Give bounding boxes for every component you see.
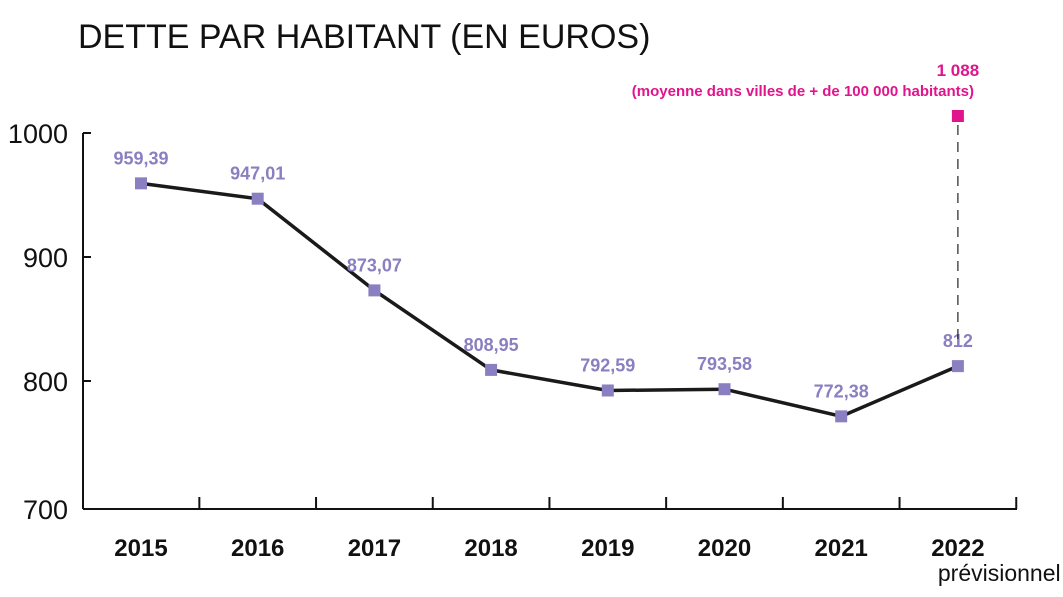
data-label-2018: 808,95	[464, 335, 519, 355]
x-tick-label-2021: 2021	[815, 535, 868, 562]
annotation-text: (moyenne dans villes de + de 100 000 hab…	[632, 83, 974, 100]
annotation-value-label: 1 088	[937, 61, 980, 80]
x-tick-label-2017: 2017	[348, 535, 401, 562]
x-tick-label-2015: 2015	[114, 535, 167, 562]
y-tick-label-700: 700	[23, 495, 68, 525]
axes	[82, 133, 1017, 510]
data-point-2015	[135, 177, 147, 190]
x-tick-label-2018: 2018	[464, 535, 517, 562]
data-point-2022	[951, 360, 964, 373]
data-point-2018	[485, 363, 498, 376]
data-label-2015: 959,39	[113, 148, 168, 168]
data-point-2019	[601, 384, 614, 397]
y-tick-label-1000: 1000	[8, 119, 68, 149]
data-point-2016	[251, 192, 264, 205]
y-tick-label-800: 800	[23, 367, 68, 397]
data-label-2022: 812	[943, 331, 973, 351]
x-tick-label-2016: 2016	[231, 535, 284, 562]
data-point-2021	[835, 410, 848, 423]
data-label-2019: 792,59	[580, 355, 635, 375]
y-tick-label-900: 900	[23, 243, 68, 273]
x-sublabel-2022: prévisionnel	[938, 560, 1061, 586]
x-tick-label-2022: 2022	[931, 535, 984, 562]
data-label-2021: 772,38	[814, 381, 869, 401]
x-ticks: 2015 2016 2017 2018 2019 2020 2021 2022prévisio…	[114, 497, 1061, 586]
x-tick-label-2020: 2020	[698, 535, 751, 562]
chart-title: DETTE PAR HABITANT (EN EUROS)	[78, 18, 650, 56]
data-point-2020	[718, 383, 731, 396]
data-label-2016: 947,01	[230, 164, 285, 184]
data-label-2017: 873,07	[347, 255, 402, 275]
y-ticks: 700 800 900 1000	[8, 119, 91, 525]
annotation-marker	[951, 110, 964, 122]
data-point-2017	[368, 284, 381, 297]
annotation-layer: 1 088 (moyenne dans villes de + de 100 00…	[632, 61, 980, 343]
series-line	[140, 181, 959, 419]
x-tick-label-2019: 2019	[581, 535, 634, 562]
data-label-2020: 793,58	[697, 354, 752, 374]
series-layer: 959,39 947,01 873,07 808,95 792,59 793,58 772,…	[113, 148, 973, 423]
